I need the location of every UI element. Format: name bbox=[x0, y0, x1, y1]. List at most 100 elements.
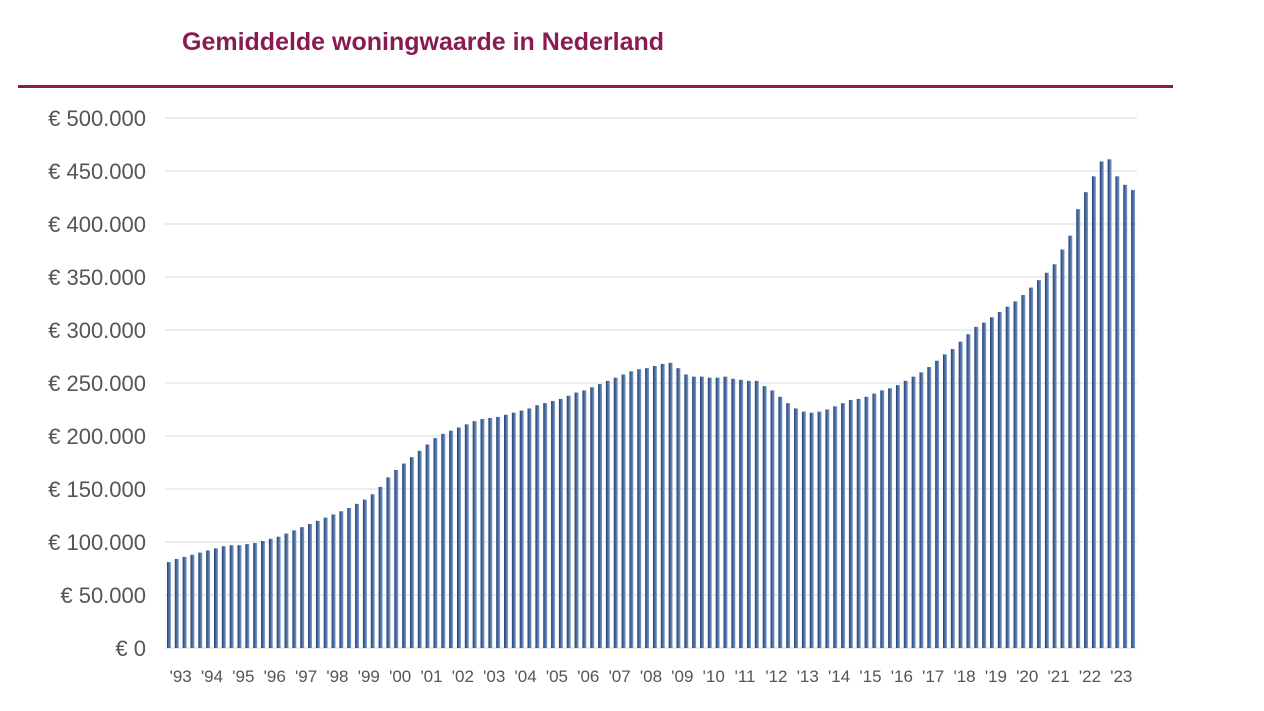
y-tick-label: € 400.000 bbox=[48, 212, 146, 237]
bar bbox=[166, 562, 171, 648]
bar bbox=[543, 403, 548, 648]
x-tick-label: '14 bbox=[828, 667, 850, 686]
bar bbox=[504, 414, 508, 648]
x-tick-label: '02 bbox=[452, 667, 474, 686]
bar bbox=[441, 433, 446, 648]
x-tick-label: '16 bbox=[891, 667, 913, 686]
y-tick-label: € 200.000 bbox=[48, 424, 146, 449]
bar bbox=[402, 463, 407, 648]
bar bbox=[747, 380, 751, 648]
bar bbox=[786, 403, 791, 648]
bar bbox=[331, 514, 336, 648]
y-tick-label: € 500.000 bbox=[48, 106, 146, 131]
bar bbox=[425, 444, 430, 648]
bar bbox=[739, 379, 744, 648]
bar bbox=[198, 552, 203, 648]
bar bbox=[629, 371, 634, 648]
bar bbox=[574, 392, 579, 648]
bar bbox=[386, 477, 391, 648]
bar bbox=[535, 405, 540, 648]
bar bbox=[982, 322, 987, 648]
bar bbox=[715, 377, 720, 648]
x-tick-label: '15 bbox=[859, 667, 881, 686]
x-tick-label: '08 bbox=[640, 667, 662, 686]
bar bbox=[206, 550, 211, 648]
bar bbox=[880, 390, 885, 648]
bar bbox=[362, 499, 367, 648]
bar bbox=[323, 517, 328, 648]
bar bbox=[213, 548, 218, 648]
bar bbox=[480, 419, 485, 648]
bar bbox=[997, 311, 1002, 648]
x-tick-label: '12 bbox=[765, 667, 787, 686]
bar bbox=[974, 326, 979, 648]
bar bbox=[762, 386, 767, 648]
x-tick-label: '95 bbox=[232, 667, 254, 686]
bar bbox=[449, 430, 454, 648]
bar bbox=[496, 416, 501, 648]
bar bbox=[1099, 161, 1104, 648]
bar bbox=[950, 349, 955, 648]
bar bbox=[598, 384, 603, 648]
bar bbox=[833, 406, 838, 648]
bar bbox=[1044, 272, 1049, 648]
bar bbox=[817, 411, 822, 648]
bar bbox=[966, 334, 971, 648]
y-tick-label: € 300.000 bbox=[48, 318, 146, 343]
bar bbox=[488, 417, 493, 648]
bar bbox=[308, 523, 312, 648]
x-tick-label: '06 bbox=[577, 667, 599, 686]
bar bbox=[958, 341, 963, 648]
bar bbox=[856, 398, 861, 648]
bar bbox=[919, 372, 924, 648]
bar bbox=[182, 556, 187, 648]
bar bbox=[300, 527, 305, 648]
x-tick-label: '93 bbox=[170, 667, 192, 686]
y-tick-label: € 350.000 bbox=[48, 265, 146, 290]
bar bbox=[676, 368, 681, 648]
bar bbox=[794, 408, 798, 648]
bar bbox=[809, 412, 814, 648]
x-tick-label: '21 bbox=[1048, 667, 1070, 686]
bar bbox=[731, 378, 736, 648]
bar bbox=[527, 408, 532, 648]
bar bbox=[347, 508, 352, 648]
bar bbox=[864, 396, 869, 648]
bar bbox=[551, 401, 555, 648]
bar bbox=[801, 411, 806, 648]
bar bbox=[668, 362, 673, 648]
bar bbox=[888, 388, 893, 648]
bar bbox=[723, 376, 728, 648]
title-divider bbox=[18, 85, 1173, 88]
bar bbox=[292, 530, 297, 648]
bar bbox=[927, 367, 932, 648]
bar bbox=[645, 368, 650, 648]
bar bbox=[613, 377, 618, 648]
bar bbox=[566, 395, 571, 648]
bar bbox=[637, 369, 642, 648]
bar bbox=[652, 366, 657, 648]
bar bbox=[754, 380, 759, 648]
x-tick-label: '01 bbox=[420, 667, 442, 686]
bar bbox=[660, 363, 665, 648]
bar bbox=[339, 511, 344, 648]
bar bbox=[778, 396, 783, 648]
bar bbox=[590, 387, 595, 648]
chart-title: Gemiddelde woningwaarde in Nederland bbox=[182, 28, 665, 56]
bar bbox=[848, 399, 853, 648]
bar bbox=[370, 494, 375, 648]
bar bbox=[519, 410, 524, 648]
bar bbox=[284, 533, 289, 648]
x-tick-label: '97 bbox=[295, 667, 317, 686]
bar bbox=[903, 380, 908, 648]
bar bbox=[911, 376, 916, 648]
bar bbox=[1021, 295, 1026, 648]
bar bbox=[511, 412, 516, 648]
x-tick-label: '10 bbox=[703, 667, 725, 686]
bar bbox=[1107, 159, 1112, 648]
bar bbox=[841, 403, 846, 648]
bar bbox=[770, 390, 775, 648]
bar bbox=[1068, 235, 1073, 648]
x-tick-label: '99 bbox=[358, 667, 380, 686]
